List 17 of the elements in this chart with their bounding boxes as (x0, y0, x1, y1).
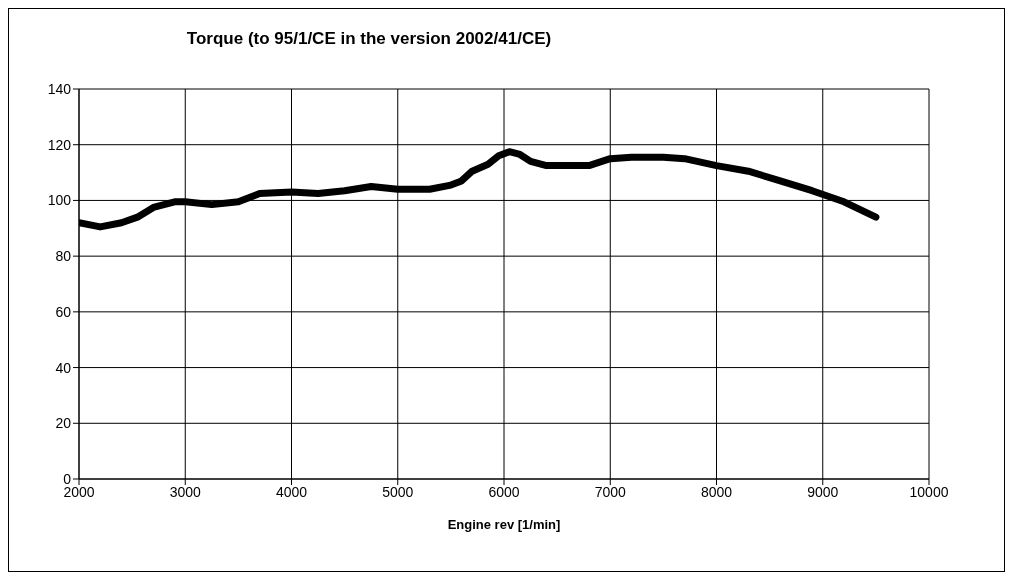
x-tick-label: 3000 (169, 483, 202, 500)
y-tick-label: 120 (47, 136, 72, 153)
y-tick-label: 140 (47, 80, 72, 97)
y-tick-label: 60 (55, 303, 72, 320)
x-tick-label: 5000 (382, 483, 414, 500)
y-tick-label: 100 (47, 192, 72, 209)
x-tick-label: 9000 (807, 483, 839, 500)
x-tick-label: 7000 (594, 483, 627, 500)
y-tick-label: 80 (55, 248, 72, 265)
y-tick-label: 40 (55, 359, 72, 376)
x-tick-label: 6000 (488, 483, 520, 500)
y-tick-label: 20 (55, 415, 72, 432)
chart-title: Torque (to 95/1/CE in the version 2002/41/CE) (185, 29, 553, 49)
x-tick-label: 8000 (700, 483, 733, 500)
x-tick-label: 10000 (909, 483, 949, 500)
x-tick-label: 4000 (275, 483, 308, 500)
x-axis-title: Engine rev [1/min] (447, 517, 561, 532)
